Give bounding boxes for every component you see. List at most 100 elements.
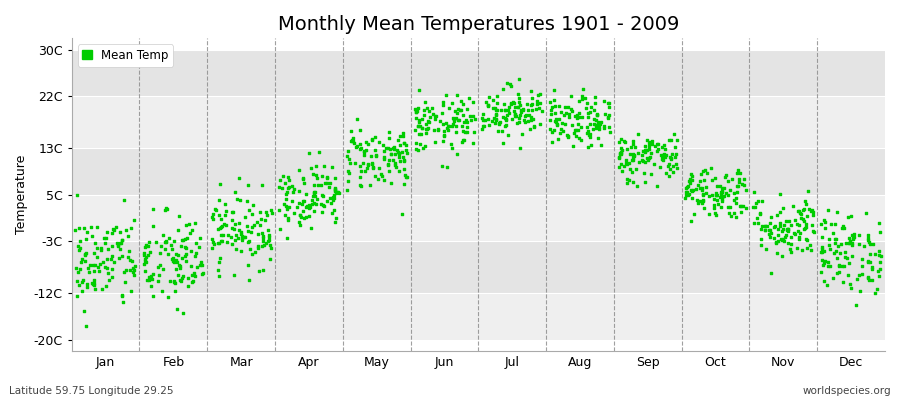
- Point: [860, 258, 875, 265]
- Point: [127, 267, 141, 274]
- Point: [511, 94, 526, 101]
- Point: [253, 208, 267, 215]
- Point: [230, 196, 245, 203]
- Point: [553, 130, 567, 136]
- Point: [273, 225, 287, 232]
- Point: [344, 138, 358, 144]
- Point: [561, 104, 575, 110]
- Point: [225, 216, 239, 223]
- Point: [242, 207, 256, 213]
- Point: [317, 163, 331, 170]
- Point: [400, 150, 414, 156]
- Point: [110, 240, 124, 246]
- Point: [188, 253, 202, 259]
- Point: [146, 271, 160, 277]
- Point: [295, 176, 310, 182]
- Point: [278, 203, 293, 210]
- Point: [354, 183, 368, 190]
- Point: [693, 171, 707, 178]
- Point: [138, 256, 152, 262]
- Point: [846, 235, 860, 241]
- Point: [617, 162, 632, 169]
- Point: [105, 274, 120, 280]
- Point: [758, 227, 772, 234]
- Point: [721, 178, 735, 184]
- Point: [350, 143, 365, 149]
- Point: [185, 278, 200, 285]
- Point: [799, 237, 814, 243]
- Point: [168, 280, 183, 286]
- Point: [681, 190, 696, 197]
- Point: [302, 150, 316, 156]
- Point: [446, 116, 461, 123]
- Point: [411, 131, 426, 138]
- Point: [724, 213, 738, 219]
- Point: [86, 268, 101, 274]
- Point: [346, 138, 360, 145]
- Point: [261, 232, 275, 238]
- Point: [285, 183, 300, 190]
- Point: [764, 214, 778, 220]
- Point: [411, 87, 426, 94]
- Point: [342, 156, 356, 162]
- Point: [215, 237, 230, 244]
- Point: [590, 112, 604, 118]
- Point: [508, 110, 523, 117]
- Point: [640, 154, 654, 161]
- Point: [814, 234, 829, 240]
- Point: [435, 110, 449, 116]
- Point: [173, 265, 187, 272]
- Point: [328, 185, 342, 192]
- Point: [178, 244, 193, 250]
- Point: [626, 155, 640, 162]
- Point: [70, 278, 85, 284]
- Point: [505, 116, 519, 122]
- Point: [500, 111, 514, 118]
- Point: [229, 232, 243, 238]
- Point: [612, 155, 626, 161]
- Point: [563, 106, 578, 112]
- Point: [99, 234, 113, 241]
- Point: [292, 187, 306, 194]
- Point: [834, 263, 849, 269]
- Point: [525, 101, 539, 108]
- Point: [117, 196, 131, 203]
- Point: [241, 262, 256, 268]
- Point: [290, 204, 304, 210]
- Point: [212, 212, 226, 218]
- Point: [527, 123, 542, 130]
- Point: [255, 243, 269, 250]
- Point: [582, 133, 597, 140]
- Point: [105, 253, 120, 259]
- Point: [627, 144, 642, 150]
- Point: [344, 128, 358, 134]
- Point: [731, 183, 745, 189]
- Point: [353, 127, 367, 133]
- Point: [792, 222, 806, 228]
- Point: [234, 231, 248, 237]
- Point: [770, 226, 785, 232]
- Point: [218, 212, 232, 218]
- Point: [544, 129, 559, 136]
- Point: [415, 124, 429, 131]
- Point: [784, 234, 798, 240]
- Point: [372, 139, 386, 145]
- Point: [592, 124, 607, 130]
- Point: [806, 228, 821, 234]
- Point: [382, 134, 396, 141]
- Point: [174, 243, 188, 249]
- Point: [491, 120, 506, 126]
- Point: [495, 86, 509, 92]
- Point: [254, 216, 268, 222]
- Point: [123, 257, 138, 264]
- Point: [783, 246, 797, 252]
- Point: [165, 246, 179, 252]
- Point: [651, 146, 665, 153]
- Point: [504, 100, 518, 106]
- Point: [828, 240, 842, 246]
- Point: [306, 171, 320, 177]
- Point: [328, 186, 343, 193]
- Point: [552, 103, 566, 109]
- Point: [865, 263, 879, 270]
- Point: [516, 106, 530, 112]
